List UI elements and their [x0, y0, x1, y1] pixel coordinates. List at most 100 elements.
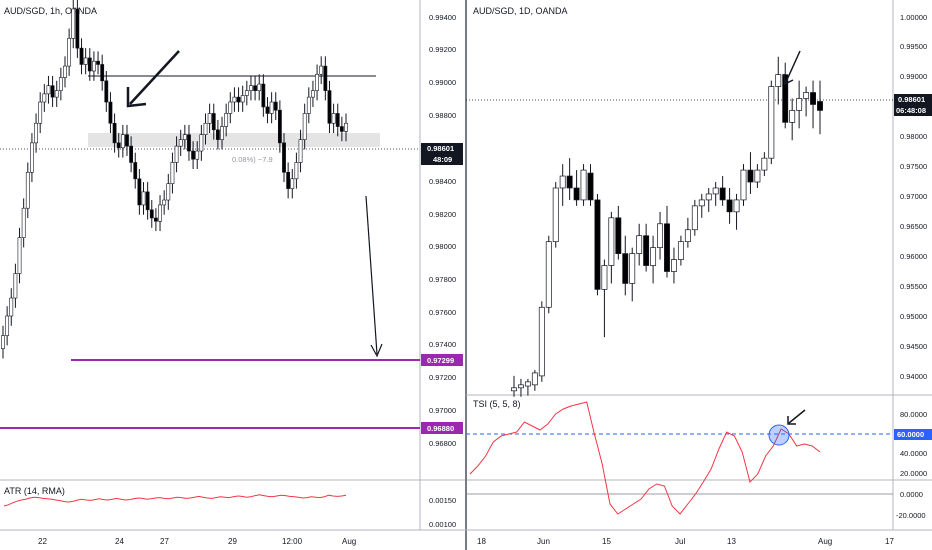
tsi-y-tick: 0.0000: [900, 490, 923, 499]
hourly-candle-body: [302, 113, 307, 140]
hourly-candle-body: [21, 207, 26, 238]
hourly-candle-body: [145, 191, 150, 211]
down-arrow-annotation: [365, 195, 383, 358]
daily-candle-body: [719, 187, 726, 201]
daily-candle-body: [552, 187, 559, 243]
arrow-head-left: [126, 87, 147, 108]
left-y-tick: 0.96800: [429, 439, 456, 448]
right-y-tick: 0.97000: [900, 192, 927, 201]
left-y-tick: 0.99200: [429, 45, 456, 54]
hourly-candle-body: [311, 90, 315, 98]
left-price-axis: 0.99400 0.99200 0.99000 0.98800 0.98400 …: [429, 13, 456, 529]
left-x-tick: Aug: [342, 537, 356, 546]
hourly-candle-body: [195, 150, 200, 160]
hourly-candle-body: [104, 80, 109, 103]
hourly-candle-body: [137, 178, 142, 206]
atr-title: ATR (14, RMA): [4, 486, 65, 496]
hourly-candle-body: [199, 134, 204, 152]
right-time-axis: 18 Jun 15 Jul 13 Aug 17: [477, 537, 894, 546]
daily-candle-body: [622, 253, 629, 284]
left-y-tick: 0.99000: [429, 78, 456, 87]
daily-candle-body: [705, 193, 712, 201]
arrow-shaft-down: [365, 195, 378, 355]
right-y-tick: 0.94000: [900, 372, 927, 381]
right-candles: [511, 56, 823, 397]
hourly-candle-body: [5, 315, 10, 336]
hourly-candle-body: [286, 171, 291, 189]
daily-candle-body: [671, 259, 677, 272]
daily-candle-body: [775, 74, 782, 87]
daily-candle-body: [643, 235, 650, 266]
daily-candle-body: [726, 199, 733, 213]
daily-candle-body: [768, 86, 775, 159]
arrow-head-tsi: [787, 416, 796, 425]
hourly-candle-body: [178, 139, 183, 147]
hourly-candle-body: [34, 122, 38, 144]
purple-tag-1-value: 0.97299: [427, 356, 454, 365]
hourly-candle-body: [240, 95, 245, 103]
tsi-y-tick: 80.0000: [900, 410, 927, 419]
hourly-candle-body: [253, 85, 257, 91]
left-x-tick: 12:00: [282, 537, 303, 546]
right-price-tag: 0.98601 06:48:08: [894, 94, 932, 116]
hourly-candle-body: [327, 90, 332, 124]
tsi-level-tag-value: 60.0000: [897, 430, 924, 439]
hourly-candle-body: [129, 145, 134, 163]
daily-candle-body: [684, 229, 691, 243]
right-countdown-value: 06:48:08: [896, 106, 926, 115]
right-y-tick: 1.00000: [900, 13, 927, 22]
tsi-level-tag-bg: [894, 429, 932, 440]
left-y-tick: 0.98400: [429, 177, 456, 186]
hourly-candle-body: [158, 204, 162, 222]
hourly-candle-body: [257, 83, 262, 91]
arrow-shaft-left: [129, 50, 180, 105]
hourly-candle-body: [100, 64, 105, 82]
daily-candle-body: [608, 217, 615, 266]
left-price-tag-value: 0.98601: [427, 144, 454, 153]
hourly-candle-body: [87, 57, 92, 72]
daily-candle-body: [657, 223, 663, 248]
hourly-candle-body: [331, 113, 336, 124]
left-candles: [1, 0, 348, 359]
right-x-tick: 15: [602, 537, 611, 546]
daily-candle-body: [636, 235, 643, 254]
daily-candle-body: [810, 92, 816, 105]
hourly-candle-body: [120, 134, 125, 149]
daily-candle-body: [524, 381, 531, 387]
purple-tag-2-value: 0.96880: [427, 424, 454, 433]
left-chart-title: AUD/SGD, 1h, OANDA: [4, 6, 97, 16]
daily-candle-body: [531, 372, 538, 386]
tsi-y-tick: 20.0000: [900, 469, 927, 478]
hourly-candle-body: [133, 162, 138, 180]
hourly-candle-body: [335, 113, 340, 127]
hourly-candle-body: [315, 73, 319, 91]
hourly-candle-body: [344, 122, 348, 132]
daily-candle-body: [650, 247, 657, 266]
left-y-tick: 0.98800: [429, 111, 456, 120]
right-y-tick: 0.96500: [900, 222, 927, 231]
hourly-candle-body: [46, 85, 51, 95]
hourly-candle-body: [42, 93, 47, 103]
left-time-axis: 22 24 27 29 12:00 Aug: [38, 537, 356, 546]
daily-candle-body: [677, 241, 684, 260]
hourly-candle-body: [224, 113, 229, 127]
atr-line: [3, 494, 347, 507]
arrow-head-right: [783, 73, 794, 86]
daily-candle-body: [587, 172, 594, 201]
daily-candle-body: [545, 241, 552, 308]
hourly-candle-body: [92, 60, 96, 72]
daily-candle-body: [629, 253, 636, 284]
purple-tag-1: 0.97299: [421, 354, 463, 366]
hourly-candle-body: [282, 142, 286, 173]
left-arrow-annotation: [126, 50, 180, 108]
hourly-candle-body: [9, 297, 14, 317]
left-y-tick: 0.97800: [429, 275, 456, 284]
right-arrow-annotation: [783, 50, 801, 86]
hourly-candle-body: [191, 150, 195, 160]
hourly-candle-body: [58, 77, 63, 91]
tsi-y-tick: -20.0000: [896, 511, 926, 520]
hourly-candle-body: [294, 162, 299, 180]
left-countdown-bg: [421, 154, 463, 165]
hourly-candle-body: [79, 47, 84, 65]
